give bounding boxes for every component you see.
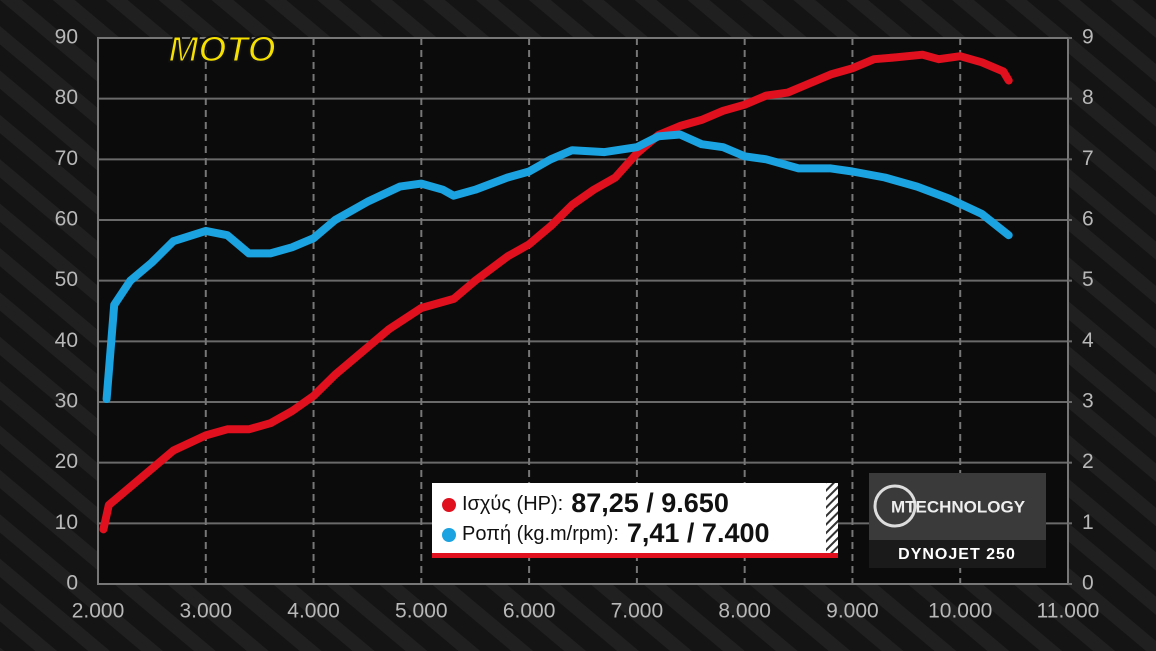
y2-tick-label: 4 xyxy=(1082,329,1094,352)
y2-tick-label: 9 xyxy=(1082,26,1094,49)
badge-footer xyxy=(869,540,1046,568)
badge-ring xyxy=(873,484,917,528)
x-tick-label: 5.000 xyxy=(395,600,448,623)
x-tick-label: 8.000 xyxy=(718,600,771,623)
y2-tick-label: 0 xyxy=(1082,572,1094,595)
y-tick-label: 20 xyxy=(55,450,78,473)
y-tick-label: 50 xyxy=(55,268,78,291)
grid xyxy=(97,37,1069,585)
y-tick-label: 80 xyxy=(55,86,78,109)
brand-logo: MOTO xyxy=(168,29,275,70)
x-tick-label: 9.000 xyxy=(826,600,879,623)
y-tick-label: 0 xyxy=(66,572,78,595)
x-tick-label: 2.000 xyxy=(72,600,125,623)
x-tick-label: 11.000 xyxy=(1037,600,1100,623)
badge-title: MTECHNOLOGY xyxy=(891,497,1026,516)
x-tick-label: 3.000 xyxy=(179,600,232,623)
legend-hatch xyxy=(826,483,838,557)
legend-label: Ισχύς (HP): 87,25 / 9.650 xyxy=(462,488,729,518)
x-tick-label: 10.000 xyxy=(928,600,992,623)
x-tick-label: 4.000 xyxy=(287,600,340,623)
series-line xyxy=(99,50,1013,534)
y2-tick-label: 1 xyxy=(1082,511,1094,534)
badge-subtitle: DYNOJET 250 xyxy=(898,546,1016,563)
lines xyxy=(99,50,1013,534)
y2-tick-label: 6 xyxy=(1082,208,1094,231)
legend-peak: 7,41 / 7.400 xyxy=(627,518,770,548)
legend-box xyxy=(432,483,838,557)
y2-tick-label: 5 xyxy=(1082,268,1094,291)
legend-bar xyxy=(432,553,838,558)
y2-tick-label: 2 xyxy=(1082,450,1094,473)
y2-tick-label: 7 xyxy=(1082,147,1094,170)
y2-tick-label: 3 xyxy=(1082,390,1094,413)
plot-border xyxy=(97,37,1069,585)
y-tick-label: 40 xyxy=(55,329,78,352)
y-tick-label: 70 xyxy=(55,147,78,170)
x-tick-label: 6.000 xyxy=(503,600,556,623)
y2-tick-label: 8 xyxy=(1082,86,1094,109)
badge: MTECHNOLOGY DYNOJET 250 xyxy=(869,473,1046,568)
legend-name: Ισχύς (HP): xyxy=(462,493,563,515)
x-tick-label: 7.000 xyxy=(611,600,664,623)
series-line xyxy=(102,130,1013,403)
y-tick-label: 60 xyxy=(55,208,78,231)
legend-peak: 87,25 / 9.650 xyxy=(571,488,729,518)
y-tick-label: 10 xyxy=(55,511,78,534)
legend-marker xyxy=(442,498,456,512)
legend-label: Ροπή (kg.m/rpm): 7,41 / 7.400 xyxy=(462,518,770,548)
legend-marker xyxy=(442,528,456,542)
y-tick-label: 30 xyxy=(55,390,78,413)
legend-name: Ροπή (kg.m/rpm): xyxy=(462,523,619,545)
y-tick-label: 90 xyxy=(55,26,78,49)
